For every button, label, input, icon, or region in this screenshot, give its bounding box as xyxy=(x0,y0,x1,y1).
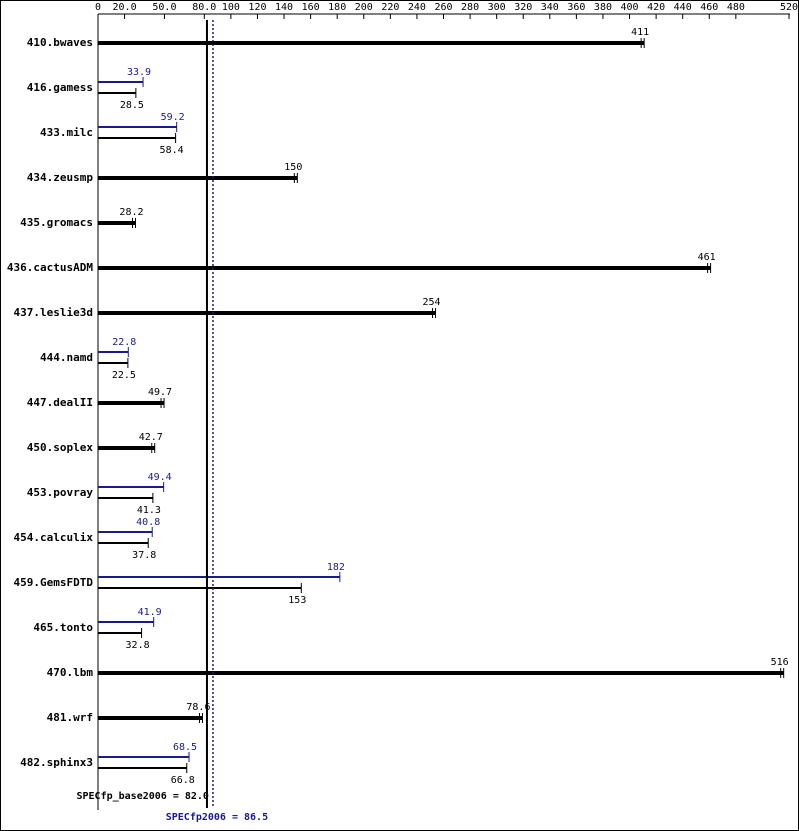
reference-label: SPECfp_base2006 = 82.0 xyxy=(77,791,209,802)
bar xyxy=(98,401,165,405)
value-label: 49.4 xyxy=(148,472,172,483)
value-label: 153 xyxy=(288,595,306,606)
category-label: 447.dealII xyxy=(27,396,93,409)
bar xyxy=(98,486,164,488)
value-label: 40.8 xyxy=(136,517,160,528)
value-label: 42.7 xyxy=(139,432,163,443)
category-label: 436.cactusADM xyxy=(7,261,93,274)
bar xyxy=(98,266,711,270)
bar xyxy=(98,137,176,139)
bar xyxy=(98,542,149,544)
bar xyxy=(98,446,155,450)
bar xyxy=(98,311,436,315)
value-label: 516 xyxy=(771,657,789,668)
x-tick-label: 420 xyxy=(647,2,665,13)
bar xyxy=(98,81,144,83)
value-label: 32.8 xyxy=(126,640,150,651)
bar xyxy=(98,621,154,623)
bar xyxy=(98,497,153,499)
bar xyxy=(98,531,153,533)
category-label: 481.wrf xyxy=(47,711,93,724)
x-tick-label: 160 xyxy=(302,2,320,13)
value-label: 78.6 xyxy=(186,702,210,713)
bar xyxy=(98,92,136,94)
x-tick-label: 220 xyxy=(381,2,399,13)
category-label: 454.calculix xyxy=(14,531,94,544)
value-label: 66.8 xyxy=(171,775,195,786)
x-tick-label: 120 xyxy=(248,2,266,13)
x-tick-label: 340 xyxy=(541,2,559,13)
category-label: 433.milc xyxy=(40,126,93,139)
x-tick-label: 80.0 xyxy=(192,2,216,13)
x-tick-label: 200 xyxy=(355,2,373,13)
value-label: 28.5 xyxy=(120,100,144,111)
category-label: 435.gromacs xyxy=(20,216,93,229)
value-label: 58.4 xyxy=(160,145,184,156)
value-label: 22.8 xyxy=(112,337,136,348)
bar xyxy=(98,767,187,769)
x-tick-label: 480 xyxy=(727,2,745,13)
value-label: 37.8 xyxy=(132,550,156,561)
bar xyxy=(98,176,298,180)
bar xyxy=(98,671,784,675)
bar xyxy=(98,756,190,758)
category-label: 482.sphinx3 xyxy=(20,756,93,769)
x-tick-label: 20.0 xyxy=(113,2,137,13)
bar xyxy=(98,576,340,578)
value-label: 28.2 xyxy=(119,207,143,218)
x-tick-label: 180 xyxy=(328,2,346,13)
x-tick-label: 50.0 xyxy=(152,2,176,13)
value-label: 41.9 xyxy=(138,607,162,618)
category-label: 444.namd xyxy=(40,351,93,364)
bar xyxy=(98,126,177,128)
value-label: 150 xyxy=(284,162,302,173)
category-label: 459.GemsFDTD xyxy=(14,576,94,589)
reference-label: SPECfp2006 = 86.5 xyxy=(166,812,268,823)
x-tick-label: 460 xyxy=(700,2,718,13)
value-label: 41.3 xyxy=(137,505,161,516)
value-label: 22.5 xyxy=(112,370,136,381)
x-tick-label: 360 xyxy=(567,2,585,13)
bar xyxy=(98,587,302,589)
x-tick-label: 0 xyxy=(95,2,101,13)
bar xyxy=(98,716,203,720)
x-tick-label: 100 xyxy=(222,2,240,13)
value-label: 182 xyxy=(327,562,345,573)
bar xyxy=(98,362,128,364)
category-label: 416.gamess xyxy=(27,81,93,94)
category-label: 434.zeusmp xyxy=(27,171,94,184)
x-tick-label: 240 xyxy=(408,2,426,13)
x-tick-label: 440 xyxy=(674,2,692,13)
x-tick-label: 400 xyxy=(621,2,639,13)
value-label: 254 xyxy=(422,297,440,308)
x-tick-label: 520 xyxy=(780,2,798,13)
x-tick-label: 380 xyxy=(594,2,612,13)
x-tick-label: 320 xyxy=(514,2,532,13)
value-label: 49.7 xyxy=(148,387,172,398)
value-label: 59.2 xyxy=(161,112,185,123)
category-label: 465.tonto xyxy=(33,621,93,634)
bar xyxy=(98,221,136,225)
x-tick-label: 140 xyxy=(275,2,293,13)
bar xyxy=(98,351,129,353)
bar xyxy=(98,41,645,45)
x-tick-label: 260 xyxy=(434,2,452,13)
category-label: 470.lbm xyxy=(47,666,94,679)
value-label: 461 xyxy=(698,252,716,263)
category-label: 453.povray xyxy=(27,486,94,499)
value-label: 411 xyxy=(631,27,649,38)
value-label: 68.5 xyxy=(173,742,197,753)
category-label: 437.leslie3d xyxy=(14,306,93,319)
category-label: 410.bwaves xyxy=(27,36,93,49)
x-tick-label: 300 xyxy=(488,2,506,13)
x-tick-label: 280 xyxy=(461,2,479,13)
category-label: 450.soplex xyxy=(27,441,94,454)
value-label: 33.9 xyxy=(127,67,151,78)
bar xyxy=(98,632,142,634)
